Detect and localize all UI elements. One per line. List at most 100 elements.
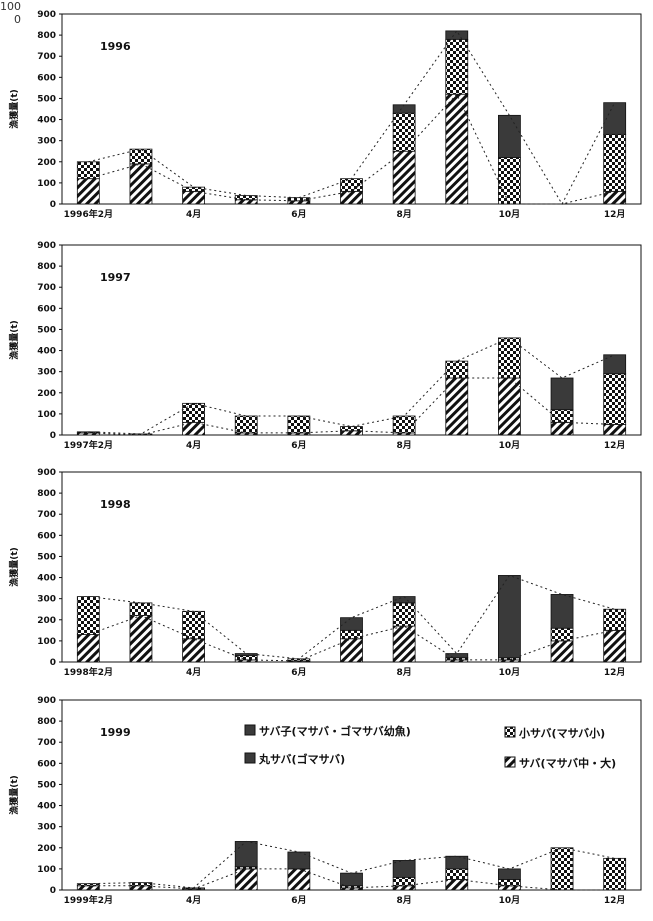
corner-label-line: 100	[0, 0, 21, 13]
x-tick-label: 1998年2月	[64, 666, 113, 678]
y-tick-label: 600	[37, 73, 56, 83]
y-tick-label: 900	[37, 468, 56, 478]
y-tick-label: 600	[37, 304, 56, 314]
bar-1998-m3-hatch	[129, 615, 153, 663]
y-tick-label: 600	[37, 759, 56, 769]
y-tick-label: 100	[37, 179, 56, 189]
y-tick-label: 800	[37, 489, 56, 499]
bar-1997-m5-check	[234, 415, 258, 434]
x-tick-label: 4月	[186, 895, 201, 906]
bar-1998-m9-solid	[445, 653, 469, 659]
chart-panel-1997: 0 100 200 300 400 500 600 700 800 900 漁獲量(t) 1997 19…	[8, 241, 642, 451]
y-tick-label: 100	[37, 865, 56, 875]
bar-1996-m7-hatch	[340, 190, 363, 205]
y-axis-label: 漁獲量(t)	[8, 775, 20, 815]
bar-1999-m11-check	[550, 847, 574, 891]
x-tick-label: 10月	[499, 895, 521, 906]
bar-1997-m8-check	[392, 415, 416, 434]
bar-1998-m2-hatch	[76, 634, 100, 663]
legend-label-maru-saba: 丸サバ(ゴマサバ)	[258, 752, 345, 766]
bar-1999-m10-solid	[498, 868, 521, 880]
y-tick-label: 0	[50, 431, 56, 441]
y-tick-label: 900	[37, 10, 56, 20]
x-tick-label: 10月	[499, 440, 521, 451]
legend-label-ko-saba: 小サバ(マサバ小)	[518, 726, 605, 740]
bar-1999-m2-hatch	[76, 885, 100, 891]
y-axis-label: 漁獲量(t)	[8, 547, 20, 587]
trend-total-line	[88, 574, 615, 660]
chart-panel-1998: 0 100 200 300 400 500 600 700 800 900 漁獲量(t) 1998 19…	[8, 468, 642, 678]
legend-swatch-maru-saba	[244, 752, 256, 764]
bar-1996-m4-hatch	[182, 190, 205, 205]
y-tick-label: 200	[37, 616, 56, 626]
x-tick-label: 1996年2月	[64, 208, 113, 220]
y-tick-label: 300	[37, 595, 56, 605]
bar-1998-m10-solid	[498, 575, 521, 659]
bar-1999-m8-solid	[392, 860, 416, 878]
y-tick-label: 100	[37, 637, 56, 647]
x-tick-label: 10月	[499, 209, 521, 220]
bar-1997-m6-check	[287, 415, 311, 434]
bar-1996-m3-hatch	[129, 163, 153, 205]
bar-1997-m12-check	[603, 373, 627, 425]
year-label: 1998	[100, 498, 131, 511]
y-tick-label: 300	[37, 137, 56, 147]
bar-1999-m3-check	[129, 882, 153, 887]
bar-1998-m3-check	[129, 602, 153, 616]
y-tick-label: 0	[50, 886, 56, 896]
bar-1996-m10-check	[498, 157, 521, 205]
x-tick-label: 10月	[499, 667, 521, 678]
y-tick-label: 400	[37, 116, 56, 126]
y-tick-label: 500	[37, 325, 56, 335]
bar-1998-m8-hatch	[392, 625, 416, 663]
legend-swatch-saba-ko	[244, 724, 256, 736]
y-tick-label: 800	[37, 717, 56, 727]
trend-saba-line	[88, 377, 615, 436]
y-tick-label: 100	[37, 410, 56, 420]
bar-1996-m12-check	[603, 133, 627, 192]
y-tick-label: 800	[37, 31, 56, 41]
bar-1997-m11-hatch	[550, 421, 574, 436]
bar-1996-m2-hatch	[76, 178, 100, 205]
x-tick-label: 4月	[186, 667, 201, 678]
y-tick-label: 500	[37, 552, 56, 562]
y-tick-label: 300	[37, 823, 56, 833]
bar-1998-m11-check	[550, 627, 574, 642]
y-tick-label: 900	[37, 696, 56, 706]
x-tick-label: 1997年2月	[64, 439, 113, 451]
x-tick-label: 12月	[604, 440, 626, 451]
year-label: 1997	[100, 271, 131, 284]
bar-1998-m4-check	[182, 610, 205, 640]
x-tick-label: 4月	[186, 209, 201, 220]
bar-1996-m9-check	[445, 38, 469, 95]
bar-1997-m4-hatch	[182, 421, 205, 436]
trend-total-line	[88, 29, 616, 206]
x-tick-label: 6月	[291, 667, 306, 678]
bar-1998-m7-solid	[340, 617, 363, 631]
chart-panel-1996: 0 100 200 300 400 500 600 700 800 900 漁獲量(t) 1996 19…	[8, 10, 642, 220]
bar-1999-m5-solid	[234, 841, 258, 868]
x-tick-label: 8月	[397, 440, 412, 451]
bar-1999-m9-solid	[445, 855, 469, 870]
corner-label: 100 0	[0, 0, 21, 26]
x-tick-label: 6月	[291, 440, 306, 451]
bar-1999-m6-hatch	[287, 868, 311, 891]
year-label: 1999	[100, 726, 131, 739]
y-tick-label: 0	[50, 200, 56, 210]
bar-1997-m4-check	[182, 402, 205, 423]
bar-1996-m8-solid	[392, 104, 416, 114]
bar-1999-m12-check	[603, 857, 627, 891]
y-tick-label: 500	[37, 780, 56, 790]
x-tick-label: 8月	[397, 895, 412, 906]
trend-saba-line	[88, 868, 615, 891]
bar-1997-m9-hatch	[445, 377, 469, 436]
x-tick-label: 8月	[397, 667, 412, 678]
x-tick-label: 6月	[291, 209, 306, 220]
y-tick-label: 700	[37, 738, 56, 748]
bar-1997-m3-check	[129, 433, 153, 436]
bar-1998-m12-check	[603, 608, 627, 631]
legend-swatch-saba-chudai	[504, 756, 516, 768]
legend: サバ子(マサバ・ゴマサバ幼魚) 小サバ(マサバ小) 丸サバ(ゴマサバ) サバ(マ…	[244, 724, 616, 770]
y-tick-label: 400	[37, 574, 56, 584]
bar-1999-m9-check	[445, 868, 469, 880]
